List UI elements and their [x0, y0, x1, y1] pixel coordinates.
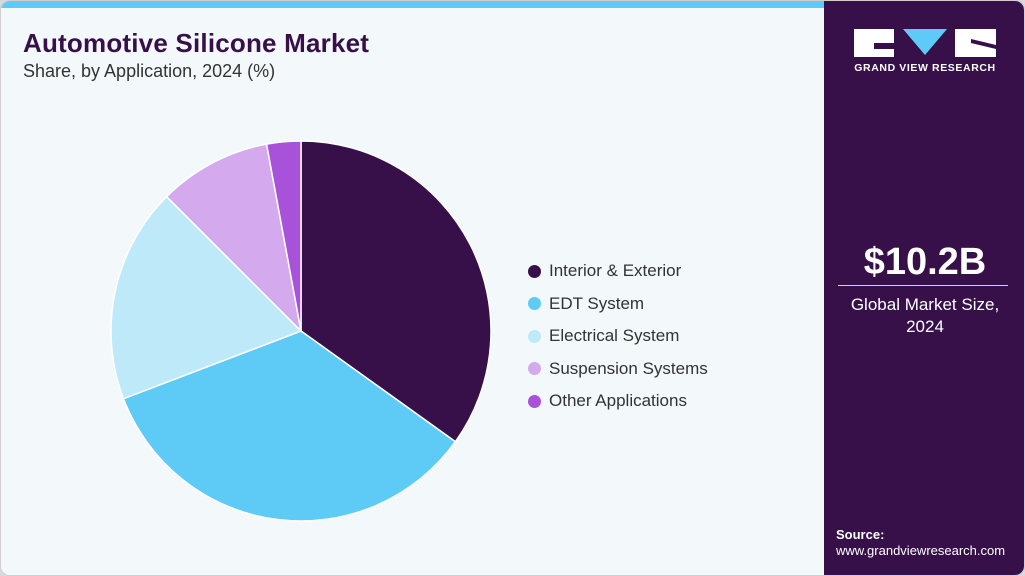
- legend-item: EDT System: [528, 288, 708, 321]
- caption-line-1: Global Market Size,: [850, 295, 1000, 314]
- divider: [838, 285, 1008, 286]
- source-link[interactable]: www.grandviewresearch.com: [836, 543, 1006, 558]
- legend-item: Other Applications: [528, 385, 708, 418]
- legend-dot-icon: [528, 264, 541, 278]
- pie-chart: [110, 140, 492, 522]
- legend-dot-icon: [528, 394, 541, 408]
- legend-label: EDT System: [549, 293, 645, 313]
- legend-item: Suspension Systems: [528, 353, 708, 386]
- legend-item: Electrical System: [528, 320, 708, 353]
- source-label: Source:: [836, 527, 885, 542]
- pie-slice: [165, 143, 303, 334]
- legend-item: Interior & Exterior: [528, 255, 708, 288]
- chart-subtitle: Share, by Application, 2024 (%): [23, 61, 276, 81]
- brand-name: GRAND VIEW RESEARCH: [854, 62, 996, 74]
- market-size-value: $10.2B: [863, 241, 987, 283]
- caption-line-2: 2024: [906, 317, 944, 336]
- info-panel: GRAND VIEW RESEARCH $10.2B Global Market…: [824, 1, 1024, 575]
- market-size-caption: Global Market Size, 2024: [824, 294, 1024, 338]
- legend-label: Interior & Exterior: [549, 261, 682, 281]
- pie-slice: [300, 140, 492, 443]
- pie-slice: [110, 195, 303, 400]
- chart-panel: Automotive Silicone Market Share, by App…: [1, 1, 824, 575]
- gvr-logo-icon: [854, 29, 996, 57]
- legend-label: Electrical System: [549, 326, 680, 346]
- legend-dot-icon: [528, 297, 541, 311]
- legend-label: Suspension Systems: [549, 358, 708, 378]
- pie-slice: [122, 330, 457, 522]
- legend-dot-icon: [528, 362, 541, 376]
- legend-label: Other Applications: [549, 391, 687, 411]
- legend: Interior & Exterior EDT System Electrica…: [528, 255, 708, 418]
- legend-dot-icon: [528, 329, 541, 343]
- chart-title: Automotive Silicone Market: [23, 28, 370, 58]
- pie-slice: [265, 140, 302, 332]
- accent-bar: [1, 1, 824, 8]
